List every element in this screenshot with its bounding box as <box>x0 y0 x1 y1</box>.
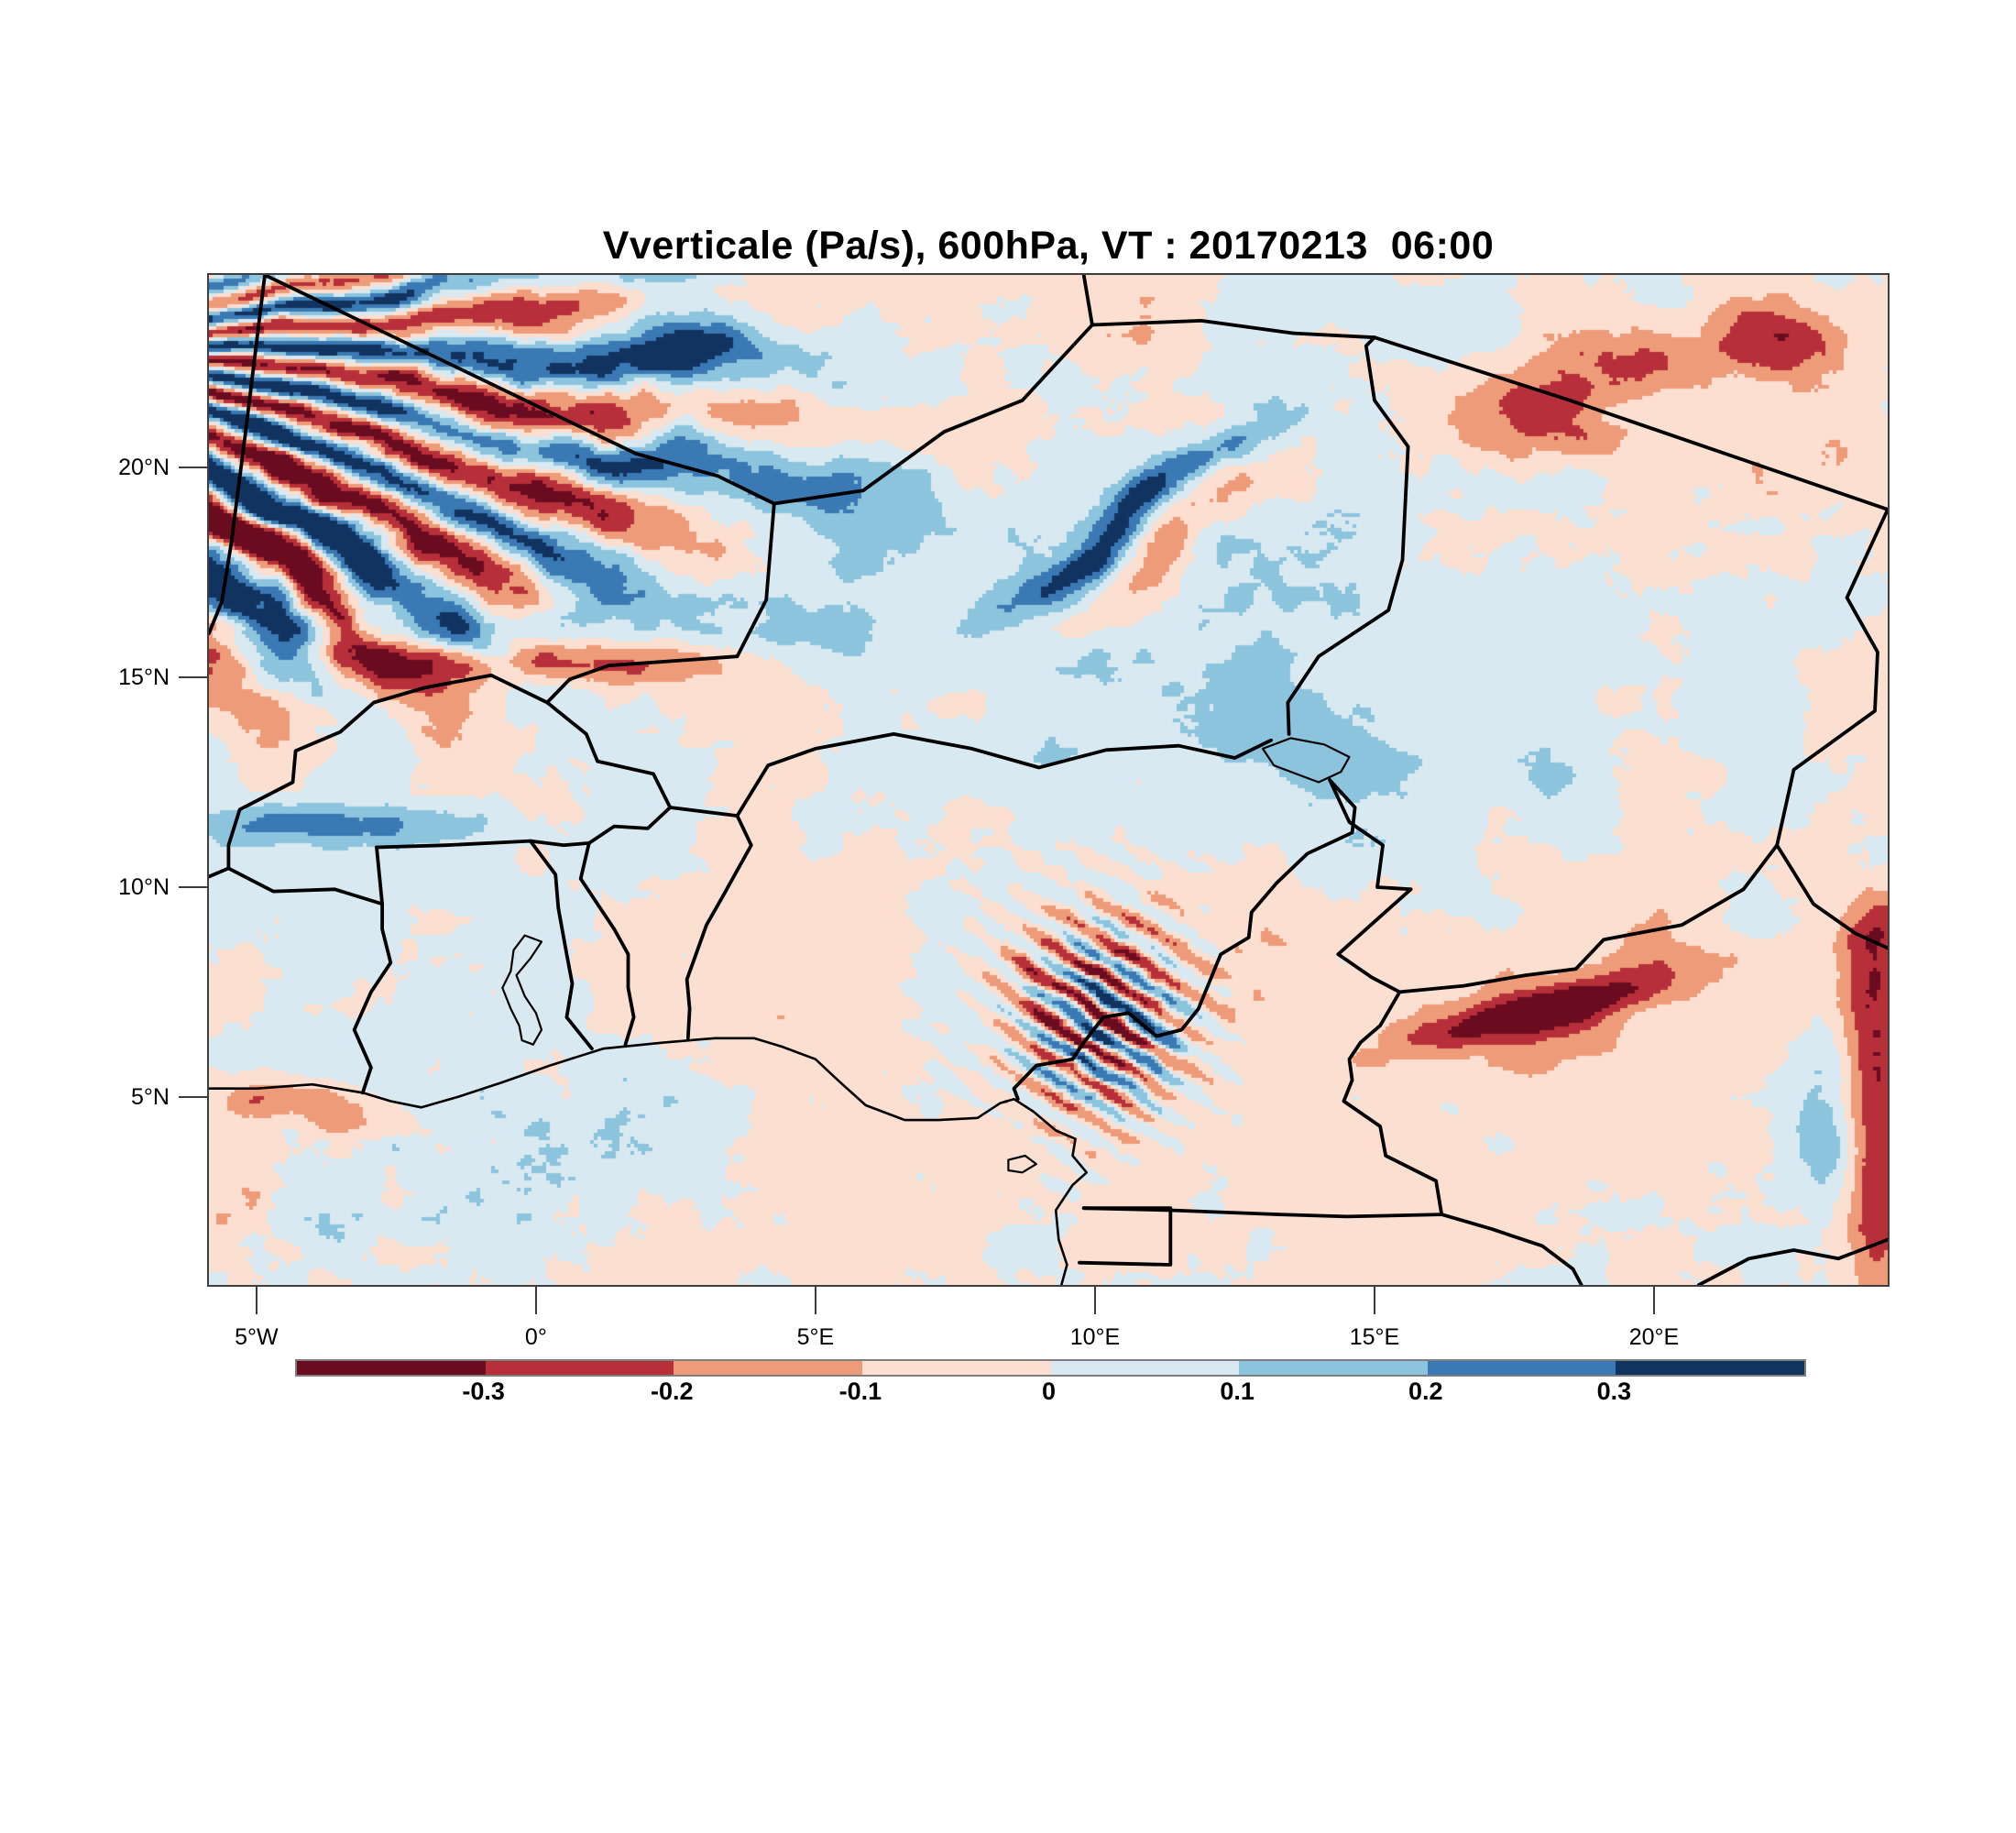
lake-outline <box>1261 737 1351 784</box>
country-borders-overlay <box>209 275 1888 1285</box>
latitude-tick <box>179 885 209 888</box>
lake-outline <box>1007 1154 1037 1174</box>
longitude-tick <box>255 1287 257 1314</box>
colorbar-segment <box>485 1361 674 1375</box>
longitude-tick-label: 0° <box>524 1324 547 1350</box>
country-border <box>1078 1206 1173 1267</box>
country-border <box>528 839 594 1051</box>
country-border <box>209 866 231 879</box>
country-border <box>1291 331 1888 511</box>
latitude-tick <box>179 676 209 679</box>
country-border <box>634 323 1094 506</box>
latitude-tick <box>179 1095 209 1098</box>
longitude-tick-label: 15°E <box>1349 1324 1400 1350</box>
country-border <box>1696 1237 1888 1285</box>
longitude-tick-label: 5°W <box>235 1324 279 1350</box>
colorbar-tick-label: -0.3 <box>462 1377 505 1405</box>
country-border <box>1081 275 1094 327</box>
colorbar-segment <box>1050 1361 1240 1375</box>
country-border <box>1342 990 1444 1216</box>
colorbar <box>295 1359 1806 1377</box>
contour-field-canvas <box>209 275 1888 1285</box>
map-plot <box>207 273 1890 1287</box>
coastline <box>209 1037 1089 1285</box>
country-border <box>545 501 776 705</box>
country-border <box>1286 335 1410 736</box>
colorbar-tick-label: -0.1 <box>838 1377 882 1405</box>
latitude-tick-label: 15°N <box>118 664 170 691</box>
colorbar-tick-label: 0 <box>1041 1377 1057 1405</box>
longitude-tick <box>534 1287 537 1314</box>
longitude-tick <box>1373 1287 1375 1314</box>
longitude-tick <box>1652 1287 1655 1314</box>
longitude-tick-label: 10°E <box>1069 1324 1121 1350</box>
country-border <box>352 902 393 1095</box>
longitude-tick-label: 5°E <box>796 1324 835 1350</box>
latitude-tick-label: 10°N <box>118 873 170 900</box>
latitude-tick <box>179 466 209 469</box>
country-border <box>735 732 1273 818</box>
country-border <box>226 866 384 906</box>
plot-title: Vverticale (Pa/s), 600hPa, VT : 20170213… <box>602 224 1495 268</box>
country-border <box>545 700 673 809</box>
country-border <box>1440 1213 1583 1285</box>
country-border <box>1090 319 1296 335</box>
colorbar-segment <box>297 1361 486 1375</box>
lake-outline <box>501 934 543 1046</box>
colorbar-tick-label: -0.2 <box>650 1377 694 1405</box>
country-border <box>375 806 673 850</box>
colorbar-segment <box>1239 1361 1428 1375</box>
country-border <box>685 814 753 1040</box>
country-border <box>1012 778 1357 1102</box>
country-border <box>1328 778 1413 994</box>
colorbar-segment <box>1427 1361 1616 1375</box>
colorbar-segment <box>674 1361 862 1375</box>
country-border <box>1397 843 1780 994</box>
longitude-tick <box>1093 1287 1096 1314</box>
country-border <box>375 845 384 906</box>
country-border <box>209 275 267 635</box>
colorbar-tick-label: 0.2 <box>1408 1377 1443 1405</box>
colorbar-segment <box>861 1361 1051 1375</box>
country-border <box>578 841 636 1047</box>
latitude-tick-label: 20°N <box>118 455 170 481</box>
colorbar-tick-label: 0.3 <box>1596 1377 1632 1405</box>
colorbar-segment <box>1616 1361 1804 1375</box>
latitude-tick-label: 5°N <box>131 1083 170 1110</box>
longitude-tick-label: 20°E <box>1628 1324 1680 1350</box>
country-border <box>1775 508 1888 950</box>
country-border <box>263 275 638 456</box>
country-border <box>226 673 549 871</box>
country-border <box>668 806 740 818</box>
longitude-tick <box>814 1287 816 1314</box>
colorbar-tick-label: 0.1 <box>1220 1377 1255 1405</box>
